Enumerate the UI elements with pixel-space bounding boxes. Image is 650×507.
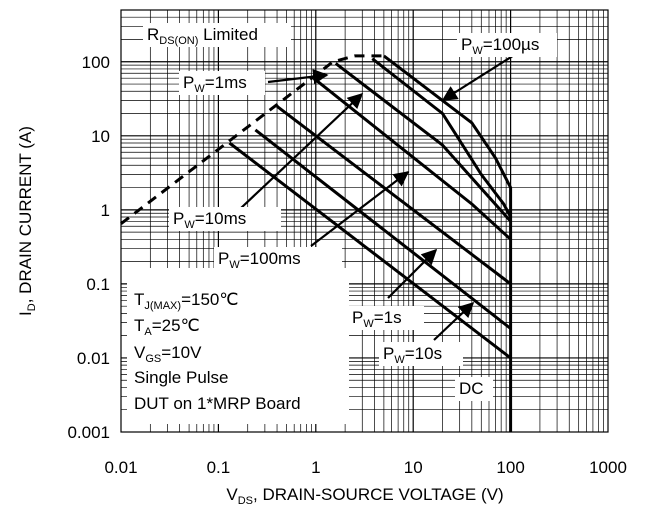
x-tick-label: 0.1 [207, 458, 231, 477]
x-tick-label: 1000 [589, 458, 627, 477]
series-line-dc [228, 141, 512, 360]
label-rds-limited-box [143, 23, 291, 47]
series-line-pw-100ms [312, 77, 512, 241]
series-line-pw-10ms [334, 62, 512, 223]
plot-frame [120, 9, 609, 433]
y-tick-label: 0.1 [86, 275, 110, 294]
arrow-pw-100ms [310, 171, 410, 247]
arrow-pw-1ms [267, 68, 329, 85]
label-pw-10ms-box [169, 207, 281, 231]
condition-vgs: VGS=10V [134, 343, 202, 365]
condition-ta: TA=25℃ [134, 316, 200, 338]
conditions-box [127, 268, 349, 424]
label-rds-limited: RDS(ON) Limited [147, 25, 258, 47]
label-pw-100ms: PW=100ms [218, 249, 301, 271]
tick-layer: 0.01 0.1 1 10 100 1000 0.001 0.01 0.1 1 10 100 [67, 53, 626, 477]
y-tick-label: 1 [101, 201, 110, 220]
label-pw-10ms: PW=10ms [173, 209, 246, 231]
label-pw-1ms: PW=1ms [183, 73, 247, 95]
series-line-rds-on-limited [120, 54, 384, 225]
label-layer: RDS(ON) Limited PW=100µs PW=1ms PW=10ms PW=1… [127, 23, 557, 424]
x-axis-title: VDS, DRAIN-SOURCE VOLTAGE (V) [226, 485, 503, 507]
label-pw-100us-box [457, 33, 557, 57]
label-dc: DC [459, 379, 484, 398]
y-axis-title: ID, DRAIN CURRENT (A) [16, 126, 38, 316]
condition-board: DUT on 1*MRP Board [134, 394, 301, 413]
x-tick-label: 10 [404, 458, 423, 477]
condition-pulse: Single Pulse [134, 368, 229, 387]
y-tick-label: 10 [91, 127, 110, 146]
arrow-pw-100us [441, 51, 520, 101]
arrow-pw-1s [387, 248, 438, 299]
label-pw-10s: PW=10s [383, 344, 442, 366]
y-tick-label: 0.01 [77, 349, 110, 368]
y-tick-label: 0.001 [67, 423, 110, 442]
label-pw-1ms-box [179, 71, 265, 95]
y-tick-label: 100 [82, 53, 110, 72]
x-tick-label: 0.01 [104, 458, 137, 477]
label-pw-10s-box [379, 342, 463, 366]
x-tick-label: 100 [496, 458, 524, 477]
label-dc-box [455, 377, 493, 401]
label-pw-100us: PW=100µs [461, 35, 539, 57]
condition-tj: TJ(MAX)=150℃ [134, 290, 238, 312]
x-tick-label: 1 [311, 458, 320, 477]
label-pw-1s-box [348, 306, 424, 330]
arrow-pw-10s [433, 301, 475, 341]
series-line-pw-1ms [371, 57, 512, 218]
arrow-pw-10ms [240, 92, 364, 209]
label-pw-1s: PW=1s [352, 308, 402, 330]
series-line-pw-10s [254, 128, 512, 330]
arrow-layer [240, 51, 520, 341]
label-pw-100ms-box [214, 247, 342, 271]
